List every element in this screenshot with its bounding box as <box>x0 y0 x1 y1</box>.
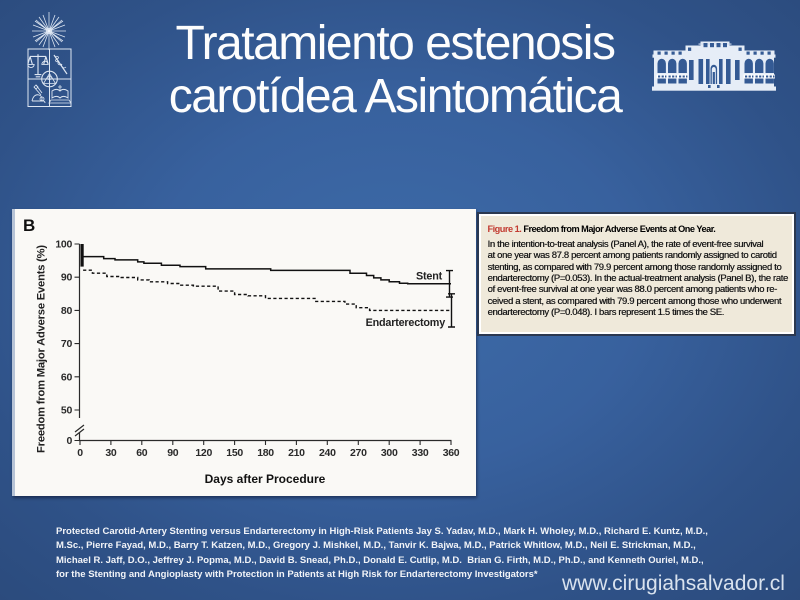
svg-text:90: 90 <box>61 272 73 284</box>
svg-text:150: 150 <box>226 447 243 459</box>
svg-text:210: 210 <box>288 447 305 459</box>
svg-text:60: 60 <box>136 447 148 459</box>
svg-text:240: 240 <box>319 447 336 459</box>
svg-text:60: 60 <box>61 371 73 383</box>
svg-text:Days after Procedure: Days after Procedure <box>205 472 326 486</box>
svg-text:50: 50 <box>61 405 73 417</box>
svg-text:120: 120 <box>195 447 212 459</box>
svg-text:180: 180 <box>257 447 274 459</box>
svg-text:0: 0 <box>66 435 72 447</box>
svg-text:Freedom from Major Adverse Eve: Freedom from Major Adverse Events (%) <box>36 245 48 453</box>
svg-text:Endarterectomy: Endarterectomy <box>366 317 446 329</box>
svg-text:100: 100 <box>55 239 72 251</box>
svg-text:Stent: Stent <box>416 271 443 283</box>
svg-text:B: B <box>23 216 35 235</box>
svg-text:90: 90 <box>167 447 179 459</box>
svg-text:80: 80 <box>61 305 73 317</box>
svg-text:270: 270 <box>350 447 367 459</box>
svg-text:30: 30 <box>105 447 117 459</box>
svg-text:360: 360 <box>443 447 460 459</box>
svg-text:330: 330 <box>412 447 429 459</box>
svg-text:0: 0 <box>77 447 83 459</box>
svg-text:70: 70 <box>61 338 73 350</box>
svg-text:300: 300 <box>381 447 398 459</box>
